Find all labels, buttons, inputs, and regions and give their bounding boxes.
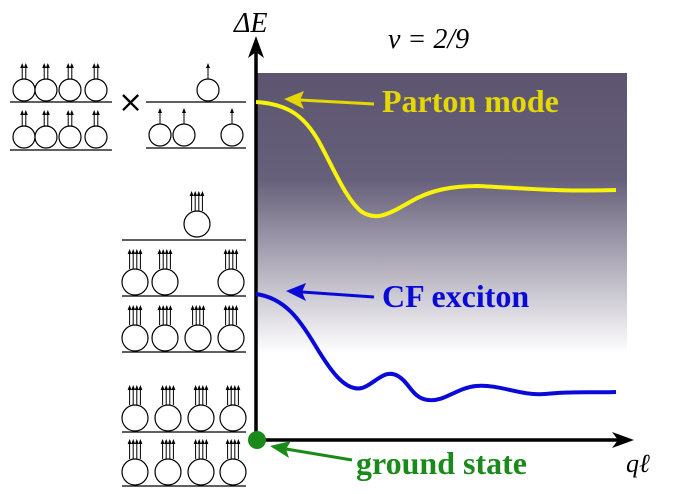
composite-fermion xyxy=(34,110,58,149)
composite-fermion xyxy=(84,110,108,149)
lambda-level-schematics xyxy=(10,63,247,487)
composite-fermion xyxy=(151,305,179,352)
composite-fermion xyxy=(219,439,247,486)
composite-fermion xyxy=(34,63,58,102)
filling-factor-label: ν = 2/9 xyxy=(388,24,469,55)
parton-label-arrowhead xyxy=(284,91,304,109)
parton-mode-curve xyxy=(255,100,617,219)
x-axis-label: qℓ xyxy=(626,449,650,478)
cf-label-arrowhead xyxy=(286,283,306,301)
composite-fermion xyxy=(12,110,36,149)
y-axis-label: ΔE xyxy=(233,8,268,39)
composite-fermion xyxy=(172,108,196,147)
composite-fermion xyxy=(154,439,182,486)
composite-fermion xyxy=(121,385,149,432)
x-axis-arrowhead xyxy=(612,432,634,448)
composite-fermion xyxy=(196,63,220,102)
composite-fermion xyxy=(219,385,247,432)
ground-state-label: ground state xyxy=(356,445,527,481)
composite-fermion xyxy=(84,63,108,102)
ground-label-arrowhead xyxy=(270,441,291,458)
ground-state-point xyxy=(248,431,266,449)
composite-fermion xyxy=(217,249,245,296)
cf-exciton-curve xyxy=(255,292,617,403)
product-symbol: × xyxy=(118,85,143,120)
composite-fermion xyxy=(121,305,149,352)
composite-fermion xyxy=(217,305,245,352)
composite-fermion xyxy=(148,108,172,147)
composite-fermion xyxy=(151,249,179,296)
composite-fermion xyxy=(184,305,212,352)
ground-label-arrow xyxy=(285,447,353,462)
composite-fermion xyxy=(187,385,215,432)
cf-exciton-label: CF exciton xyxy=(382,278,529,314)
composite-fermion xyxy=(187,439,215,486)
composite-fermion xyxy=(220,108,244,147)
composite-fermion xyxy=(154,385,182,432)
composite-fermion xyxy=(121,249,149,296)
parton-label-arrow xyxy=(299,98,375,106)
composite-fermion xyxy=(12,63,36,102)
parton-mode-label: Parton mode xyxy=(382,83,559,119)
composite-fermion xyxy=(58,110,82,149)
cf-label-arrow xyxy=(301,290,375,299)
composite-fermion xyxy=(121,439,149,486)
composite-fermion xyxy=(183,191,211,238)
y-axis-arrowhead xyxy=(248,36,264,58)
composite-fermion xyxy=(58,63,82,102)
excitation-continuum xyxy=(256,73,627,354)
